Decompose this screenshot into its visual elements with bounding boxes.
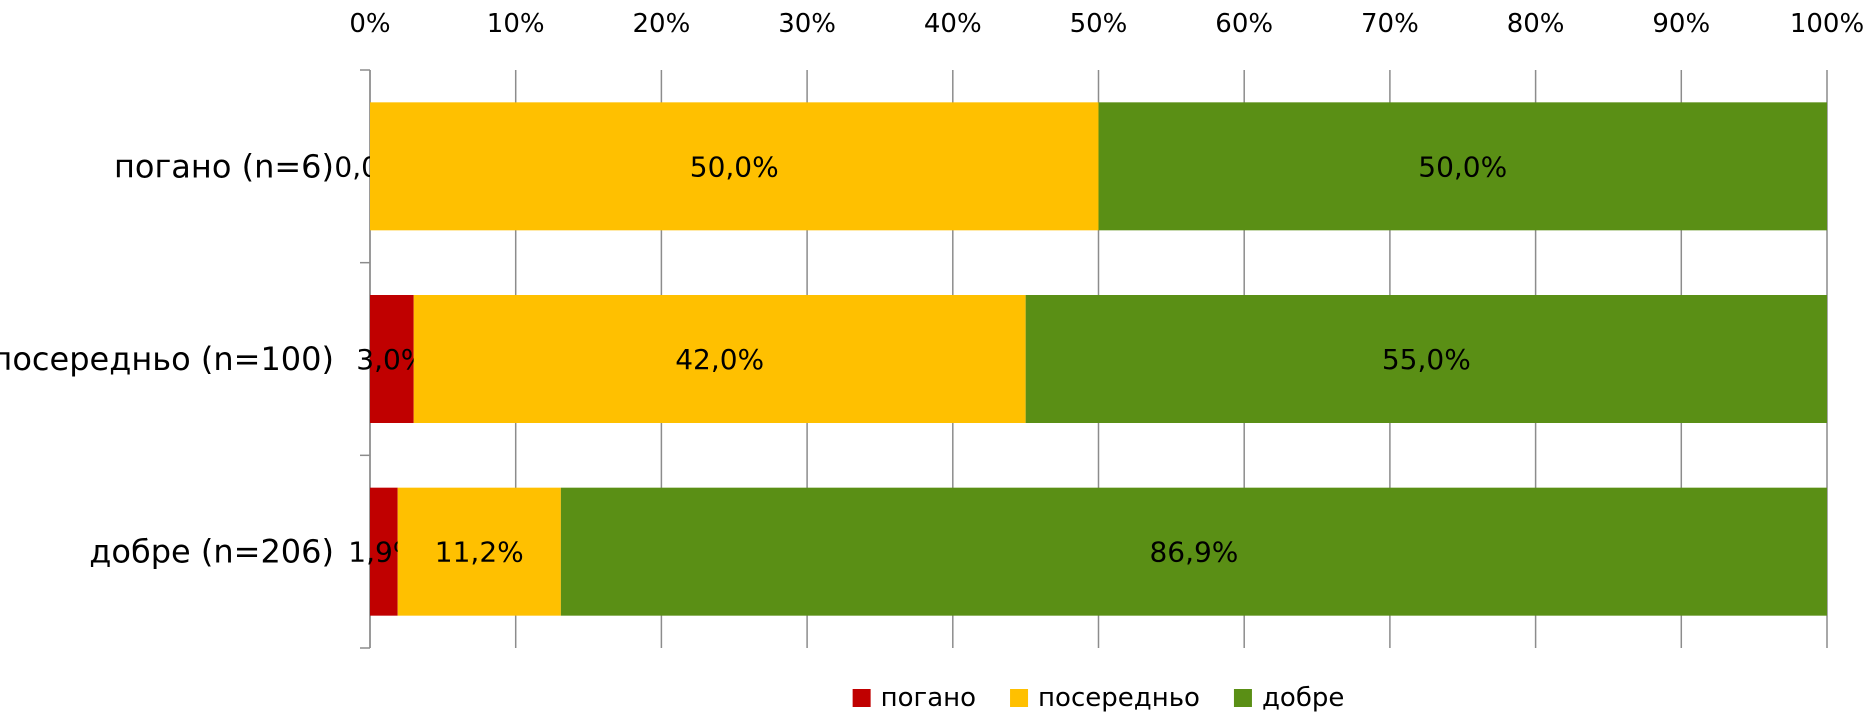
category-label: погано (n=6) (114, 147, 334, 185)
category-label: посередньо (n=100) (0, 340, 334, 378)
x-tick-label: 100% (1790, 9, 1864, 39)
legend-item: добре (1233, 683, 1344, 713)
category-label: добре (n=206) (89, 533, 334, 571)
data-label: 50,0% (690, 150, 779, 183)
x-tick-label: 10% (487, 9, 545, 39)
x-tick-label: 50% (1070, 9, 1128, 39)
data-label: 11,2% (435, 536, 524, 569)
legend-item: посередньо (1010, 683, 1200, 713)
bar-segment (370, 487, 398, 616)
x-tick-label: 30% (778, 9, 836, 39)
x-tick-label: 70% (1361, 9, 1419, 39)
legend-label: посередньо (1038, 683, 1200, 713)
legend: погано посередньо добре (852, 683, 1344, 713)
bar-segment (397, 487, 561, 616)
data-label: 50,0% (1418, 150, 1507, 183)
data-label: 86,9% (1149, 536, 1238, 569)
legend-swatch (1233, 689, 1252, 707)
bar-segment (370, 295, 414, 423)
x-tick-label: 90% (1652, 9, 1710, 39)
legend-item: погано (852, 683, 976, 713)
legend-swatch (1010, 689, 1029, 707)
data-label: 42,0% (675, 343, 764, 376)
x-tick-label: 80% (1507, 9, 1565, 39)
bar-segment (1025, 295, 1827, 423)
legend-label: погано (881, 683, 976, 713)
category-labels: погано (n=6) посередньо (n=100) добре (n=2… (0, 147, 334, 570)
x-tick-label: 60% (1215, 9, 1273, 39)
bar-segment (413, 295, 1026, 423)
bars: 0,0%50,0%50,0%3,0%42,0%55,0%1,9%11,2%86,… (334, 102, 1828, 616)
legend-label: добре (1262, 683, 1344, 713)
legend-swatch (852, 689, 871, 707)
bar-segment (560, 487, 1828, 616)
x-tick-label: 20% (633, 9, 691, 39)
bar-segment (1098, 102, 1827, 231)
bar-segment (370, 102, 1099, 231)
x-tick-label: 40% (924, 9, 982, 39)
x-tick-label: 0% (349, 9, 390, 39)
data-label: 55,0% (1382, 343, 1471, 376)
